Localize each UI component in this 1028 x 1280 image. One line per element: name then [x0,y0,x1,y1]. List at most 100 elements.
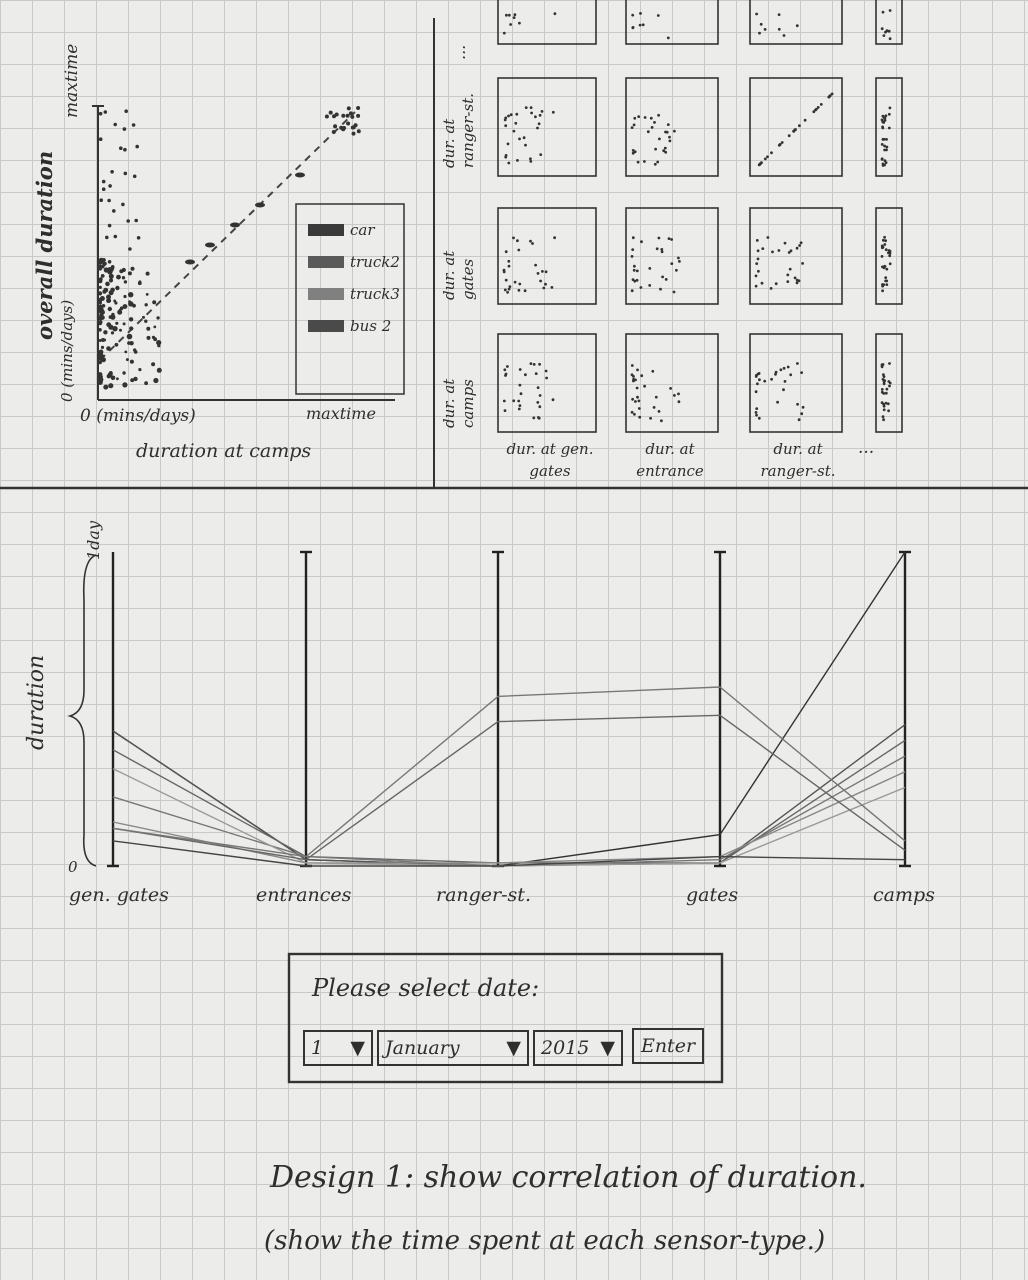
matrix-dot [503,288,507,292]
matrix-dot [633,279,637,283]
matrix-dot [675,268,678,272]
matrix-cell [749,77,843,177]
matrix-dot [538,362,541,366]
year-select[interactable]: 2015 ▼ [533,1030,623,1066]
matrix-dot [538,113,542,117]
legend-label-bus2: bus 2 [350,317,392,335]
matrix-dot [774,282,778,286]
scatter-point [98,277,103,281]
matrix-dot [653,162,657,166]
scatter-point [205,242,215,248]
matrix-dot [553,236,556,240]
matrix-dot [782,366,786,370]
matrix-dot [884,391,888,395]
matrix-dot [797,279,801,283]
matrix-dot [798,244,801,247]
scatter-point [113,122,117,127]
scatter-point [351,125,356,130]
matrix-col-label-ranger: dur. at ranger-st. [760,440,836,480]
matrix-dot [789,249,793,253]
matrix-dot [529,362,533,365]
scatter-point [116,274,121,280]
scatter-point [332,114,336,119]
matrix-dot [796,402,799,406]
matrix-dot [678,260,681,263]
matrix-dot [812,110,816,114]
scatter-point [100,274,105,278]
matrix-dot [795,24,799,28]
matrix-dot [782,388,785,392]
matrix-dot [631,278,635,281]
matrix-dot [664,278,668,281]
scatter-point [119,269,124,274]
matrix-dot [536,272,540,275]
scatter-point [144,381,149,386]
scatter-point [351,131,356,136]
matrix-dot [786,280,790,283]
scatter-point [119,328,122,332]
matrix-dot [882,404,886,408]
matrix-dot [631,248,635,252]
day-select[interactable]: 1 ▼ [303,1030,373,1066]
matrix-dot [639,286,643,289]
matrix-dot [631,397,634,401]
pc-y-label: duration [24,654,49,750]
matrix-dot [508,285,512,288]
matrix-dot [658,137,661,141]
matrix-dot [660,419,663,423]
scatter-point [331,130,336,134]
scatter-point [129,341,134,346]
matrix-dot [816,106,820,109]
matrix-dot [757,416,761,420]
matrix-col-ellipsis: ... [858,438,875,458]
scatter-point [144,303,148,307]
matrix-dot [522,136,526,140]
matrix-dot [882,34,886,37]
matrix-dot [660,250,664,254]
scatter-point [106,346,111,351]
matrix-dot [766,155,769,159]
matrix-dot [793,276,797,280]
matrix-dot [541,270,544,273]
scatter-point [345,113,350,118]
scatter-point [110,268,114,272]
matrix-dot [814,107,818,111]
scatter-point [98,285,102,289]
scatter-point [185,259,195,265]
matrix-dot [677,400,681,404]
matrix-dot [881,284,884,288]
matrix-dot [532,363,536,366]
scatter-point [145,293,149,296]
matrix-dot [633,264,636,268]
matrix-dot [504,250,508,254]
matrix-dot [880,143,884,146]
matrix-dot [636,160,640,164]
scatter-point [101,187,106,191]
matrix-dot [667,237,671,241]
pc-axis-label: entrances [256,884,352,906]
matrix-dot [651,369,655,373]
matrix-dot [771,250,774,254]
matrix-cell [497,0,597,45]
matrix-dot [509,113,513,117]
matrix-dot [631,236,635,240]
matrix-dot [755,262,759,265]
caption-subtitle: (show the time spent at each sensor-type… [264,1226,826,1256]
scatter-points [97,106,361,390]
scatter-point [122,371,126,375]
scatter-point [98,352,104,358]
matrix-dot [545,376,548,380]
scatter-point [129,326,134,331]
scatter-point [153,377,159,384]
month-select[interactable]: January ▼ [377,1030,529,1066]
scatter-point [109,371,113,374]
matrix-dot [754,284,758,288]
enter-button[interactable]: Enter [632,1028,704,1064]
matrix-dot [774,370,778,374]
matrix-dot [524,373,527,377]
matrix-dot [536,386,540,389]
scatter-point [145,271,150,276]
scatter-point [101,338,105,342]
matrix-dot [652,406,656,409]
matrix-dot [636,395,639,399]
